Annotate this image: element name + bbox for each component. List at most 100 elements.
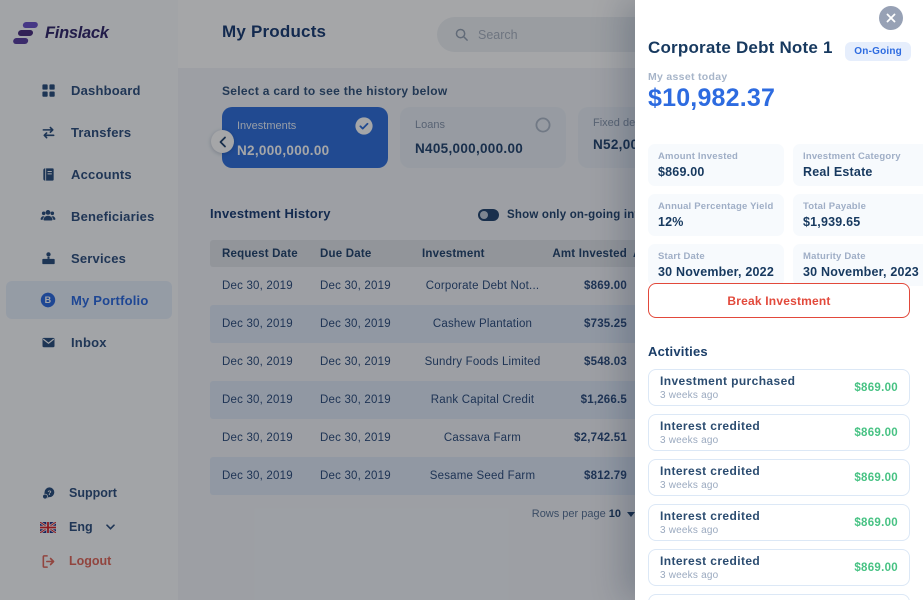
toggle-knob (480, 211, 488, 219)
detail-field: Maturity Date 30 November, 2023 (792, 244, 923, 286)
activity-item: Investment purchased 3 weeks ago $869.00 (648, 369, 910, 406)
table-row[interactable]: Dec 30, 2019 Dec 30, 2019 Cassava Farm $… (210, 419, 770, 457)
cell-amt-invested: $735.25 (584, 318, 627, 330)
transfers-icon (40, 124, 56, 140)
field-label: Start Date (658, 251, 705, 262)
activity-item: Interest credited 3 weeks ago $869.00 (648, 594, 910, 600)
cell-investment: Cashew Plantation (432, 318, 533, 330)
cell-amt-invested: $2,742.51 (574, 432, 627, 444)
support-button[interactable]: ? Support (0, 476, 178, 510)
sidebar: Finslack Dashboard Transfers Accounts (0, 0, 178, 600)
cell-due-date: Dec 30, 2019 (320, 318, 391, 330)
table-row[interactable]: Dec 30, 2019 Dec 30, 2019 Sundry Foods L… (210, 343, 770, 381)
cell-request-date: Dec 30, 2019 (222, 356, 293, 368)
card-label: Investments (237, 120, 297, 132)
activity-amount: $869.00 (854, 426, 898, 439)
column-request-date: Request Date (222, 247, 298, 260)
sidebar-item-accounts[interactable]: Accounts (6, 155, 172, 193)
support-label: Support (69, 486, 117, 500)
cell-amt-invested: $1,266.5 (580, 394, 627, 406)
sidebar-item-label: Accounts (71, 166, 132, 182)
cell-investment: Sesame Seed Farm (429, 470, 536, 482)
portfolio-coin-icon: B (40, 292, 56, 308)
cell-due-date: Dec 30, 2019 (320, 394, 391, 406)
product-card-loans[interactable]: Loans N405,000,000.00 (400, 107, 566, 168)
cell-investment: Sundry Foods Limited (424, 356, 541, 368)
detail-field: Annual Percentage Yield 12% (648, 194, 784, 236)
close-panel-button[interactable] (879, 6, 903, 30)
card-value: N2,000,000.00 (237, 143, 330, 158)
field-label: Total Payable (802, 201, 867, 212)
language-selector[interactable]: Eng (0, 510, 178, 544)
cell-due-date: Dec 30, 2019 (320, 432, 391, 444)
caret-down-icon (627, 511, 635, 517)
activity-title: Interest credited (660, 554, 761, 568)
logout-label: Logout (69, 554, 112, 568)
chevron-down-icon (105, 524, 115, 530)
cell-request-date: Dec 30, 2019 (222, 432, 293, 444)
cell-due-date: Dec 30, 2019 (320, 280, 391, 292)
chevron-left-icon (219, 136, 226, 147)
support-icon: ? (40, 485, 56, 501)
column-investment: Investment (422, 247, 485, 260)
activity-time: 3 weeks ago (660, 435, 719, 446)
activity-title: Interest credited (660, 509, 761, 523)
sidebar-item-services[interactable]: Services (6, 239, 172, 277)
logout-button[interactable]: Logout (0, 544, 178, 578)
activities-list: Investment purchased 3 weeks ago $869.00… (648, 369, 910, 600)
activity-item: Interest credited 3 weeks ago $869.00 (648, 504, 910, 541)
column-due-date: Due Date (320, 247, 372, 260)
services-icon (40, 250, 56, 266)
svg-text:B: B (45, 295, 52, 305)
card-label: Fixed dep (593, 117, 642, 129)
activity-title: Investment purchased (660, 374, 796, 388)
field-value: 30 November, 2023 (802, 265, 919, 279)
product-card-investments[interactable]: Investments N2,000,000.00 (222, 107, 388, 168)
activity-amount: $869.00 (854, 471, 898, 484)
detail-field: Total Payable $1,939.65 (792, 194, 923, 236)
detail-field: Start Date 30 November, 2022 (648, 244, 784, 286)
rows-per-page[interactable]: Rows per page 10 (210, 508, 635, 520)
page-title: My Products (222, 22, 327, 41)
card-label: Loans (415, 119, 445, 131)
dim-overlay (0, 0, 635, 600)
activity-item: Interest credited 3 weeks ago $869.00 (648, 549, 910, 586)
sidebar-footer: ? Support Eng Logout (0, 476, 178, 578)
asset-value: $10,982.37 (648, 84, 776, 112)
field-value: $869.00 (658, 165, 705, 179)
cell-request-date: Dec 30, 2019 (222, 318, 293, 330)
activity-title: Interest credited (660, 464, 761, 478)
sidebar-item-my-portfolio[interactable]: B My Portfolio (6, 281, 172, 319)
cell-investment: Rank Capital Credit (430, 394, 535, 406)
rows-per-page-value: 10 (608, 508, 621, 520)
dashboard-icon (40, 82, 56, 98)
check-circle-icon (355, 117, 373, 135)
ongoing-toggle[interactable] (478, 209, 499, 221)
sidebar-item-beneficiaries[interactable]: Beneficiaries (6, 197, 172, 235)
sidebar-item-inbox[interactable]: Inbox (6, 323, 172, 361)
activity-item: Interest credited 3 weeks ago $869.00 (648, 459, 910, 496)
sidebar-item-label: Beneficiaries (71, 208, 155, 224)
sidebar-item-dashboard[interactable]: Dashboard (6, 71, 172, 109)
sidebar-item-transfers[interactable]: Transfers (6, 113, 172, 151)
cell-investment: Corporate Debt Not... (425, 280, 540, 292)
activity-time: 3 weeks ago (660, 480, 719, 491)
select-card-hint: Select a card to see the history below (222, 84, 448, 98)
table-row[interactable]: Dec 30, 2019 Dec 30, 2019 Corporate Debt… (210, 267, 770, 305)
brand-name: Finslack (45, 23, 109, 42)
close-icon (886, 13, 896, 23)
field-value: $1,939.65 (802, 215, 861, 229)
sidebar-item-label: My Portfolio (71, 292, 149, 308)
carousel-prev-button[interactable] (211, 130, 234, 153)
brand-logo: Finslack (12, 22, 109, 44)
activity-time: 3 weeks ago (660, 570, 719, 581)
field-value: Real Estate (802, 165, 873, 179)
language-label: Eng (69, 520, 93, 534)
asset-label: My asset today (648, 71, 728, 83)
detail-field: Amount Invested $869.00 (648, 144, 784, 186)
column-amt-invested: Amt Invested (552, 247, 627, 260)
cell-amt-invested: $812.79 (584, 470, 627, 482)
break-investment-button[interactable]: Break Investment (648, 283, 910, 318)
search-input[interactable] (478, 27, 678, 42)
